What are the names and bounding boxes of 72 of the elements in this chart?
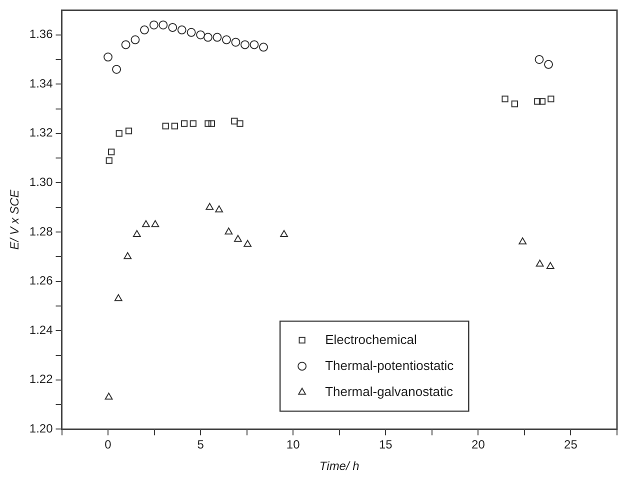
point	[158, 20, 168, 30]
point	[204, 120, 212, 127]
y-tick-label: 1.30	[29, 175, 54, 190]
y-tick-label: 1.24	[29, 322, 54, 337]
y-tick-label: 1.34	[29, 76, 54, 90]
point	[546, 262, 554, 270]
point	[538, 98, 546, 105]
point	[206, 202, 214, 210]
point	[104, 52, 113, 62]
x-tick-label: 10	[286, 438, 300, 452]
point	[104, 392, 113, 400]
point	[171, 122, 178, 130]
point	[121, 40, 130, 50]
point	[162, 122, 169, 130]
point	[244, 240, 252, 247]
point	[186, 28, 196, 37]
legend-label: Electrochemical	[325, 332, 417, 347]
point	[258, 42, 268, 52]
point	[280, 230, 288, 237]
point	[190, 120, 196, 127]
point	[548, 96, 554, 102]
point	[125, 128, 132, 134]
point	[534, 98, 541, 105]
point	[222, 35, 231, 44]
point	[240, 40, 250, 50]
y-tick-label: 1.28	[29, 224, 54, 238]
point	[544, 60, 554, 69]
point	[215, 205, 224, 212]
x-tick-label: 15	[378, 438, 393, 452]
point	[536, 260, 544, 267]
point	[180, 120, 188, 127]
legend-label: Thermal-galvanostatic	[325, 384, 454, 399]
y-tick-label: 1.32	[29, 126, 54, 140]
point	[231, 118, 238, 124]
point	[106, 157, 112, 164]
point	[502, 96, 508, 102]
point	[124, 252, 132, 260]
y-axis-title: E/ V x SCE	[8, 188, 22, 250]
point	[108, 148, 115, 156]
point	[196, 30, 206, 40]
point	[151, 220, 160, 228]
point	[534, 54, 544, 64]
legend-label: Thermal-potentiostatic	[325, 358, 454, 373]
point	[212, 32, 222, 42]
y-tick-label: 1.26	[29, 274, 54, 288]
x-tick-label: 0	[104, 438, 112, 452]
point	[112, 64, 122, 74]
point	[168, 22, 178, 32]
y-tick-label: 1.36	[29, 27, 54, 42]
point	[132, 230, 141, 237]
point	[208, 120, 215, 127]
point	[177, 25, 186, 34]
x-tick-label: 20	[472, 438, 486, 452]
point	[236, 120, 244, 127]
point	[142, 220, 150, 228]
point	[234, 234, 242, 242]
y-tick-label: 1.22	[29, 372, 54, 386]
point	[518, 237, 527, 244]
point	[224, 228, 233, 235]
point	[250, 40, 259, 50]
point	[203, 32, 212, 42]
point	[130, 35, 140, 44]
x-tick-label: 5	[197, 438, 204, 452]
point	[114, 294, 122, 302]
point	[140, 25, 149, 34]
point	[149, 20, 158, 30]
point	[231, 38, 240, 47]
x-tick-label: 25	[564, 438, 578, 452]
y-tick-label: 1.20	[29, 422, 54, 436]
point	[116, 130, 122, 137]
point	[511, 100, 518, 108]
x-axis-title: Time/ h	[319, 459, 360, 474]
